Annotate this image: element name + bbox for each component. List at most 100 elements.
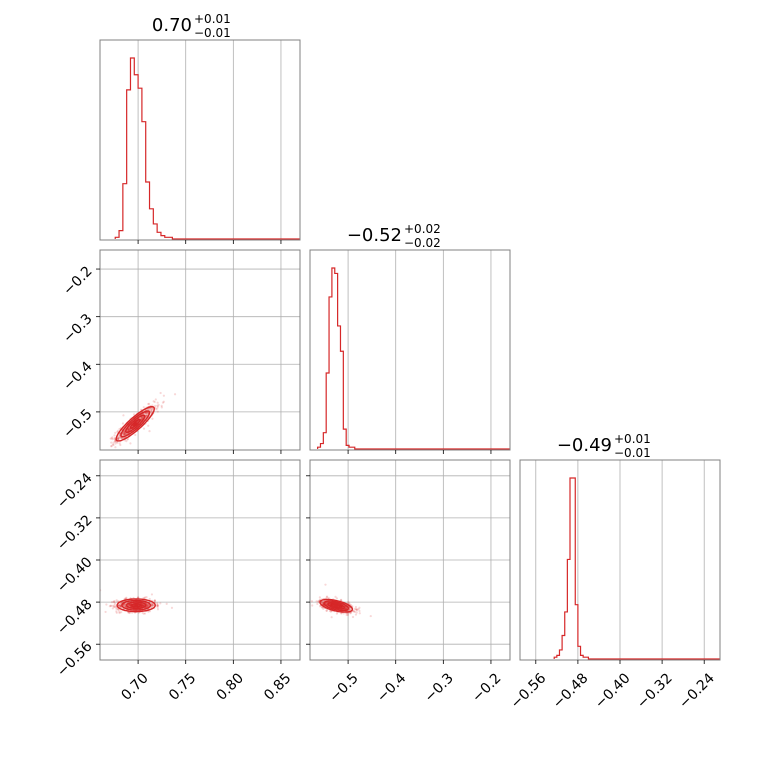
title-minus: −0.02 xyxy=(404,236,441,250)
sample-point xyxy=(147,408,150,411)
x-tick-label-2: −0.3 xyxy=(422,670,457,705)
contour-3 xyxy=(115,405,155,442)
sample-point xyxy=(96,451,98,453)
sample-point xyxy=(142,604,145,607)
sample-point xyxy=(144,412,148,415)
sample-point xyxy=(317,600,320,604)
sample-point xyxy=(340,606,344,609)
title-plus: +0.01 xyxy=(194,12,231,26)
sample-point xyxy=(355,608,358,611)
contour-1 xyxy=(327,601,345,610)
sample-point xyxy=(123,433,126,436)
sample-point xyxy=(123,433,126,436)
sample-point xyxy=(128,604,131,607)
sample-point xyxy=(151,604,154,607)
sample-point xyxy=(128,428,132,431)
sample-point xyxy=(151,604,154,607)
sample-point xyxy=(155,408,158,411)
sample-point xyxy=(114,431,117,435)
sample-point xyxy=(154,398,157,401)
sample-point xyxy=(146,603,149,607)
sample-point xyxy=(110,441,113,444)
title-median: −0.52 xyxy=(347,225,402,246)
sample-point xyxy=(118,611,121,615)
sample-point xyxy=(141,604,144,607)
sample-point xyxy=(113,599,116,603)
sample-point xyxy=(321,601,324,604)
sample-point xyxy=(358,609,361,613)
y-tick-label-4: −0.24 xyxy=(54,470,96,512)
sample-point xyxy=(146,603,149,607)
sample-point xyxy=(128,428,131,431)
sample-point xyxy=(126,437,130,441)
sample-point xyxy=(123,605,127,608)
sample-point xyxy=(114,446,117,449)
sample-point xyxy=(148,597,151,601)
sample-point xyxy=(148,407,152,410)
sample-point xyxy=(351,615,355,619)
sample-point xyxy=(140,417,143,420)
sample-point xyxy=(112,605,116,608)
sample-point xyxy=(156,606,159,609)
sample-point xyxy=(117,604,121,607)
sample-point xyxy=(354,605,357,609)
sample-point xyxy=(152,604,155,607)
sample-point xyxy=(142,406,145,409)
sample-point xyxy=(142,612,145,615)
x-tick-label-1: 0.75 xyxy=(166,670,199,703)
sample-point xyxy=(127,611,130,614)
sample-point xyxy=(127,603,131,607)
panel-content xyxy=(96,391,177,453)
sample-point xyxy=(150,603,153,607)
sample-point xyxy=(128,611,131,615)
sample-point xyxy=(121,432,125,435)
sample-point xyxy=(115,610,118,613)
sample-point xyxy=(127,428,130,431)
sample-point xyxy=(311,604,314,607)
sample-point xyxy=(149,409,152,413)
sample-point xyxy=(112,443,115,447)
sample-point xyxy=(319,605,322,608)
x-tick-label-0: −0.56 xyxy=(508,670,550,712)
outlier-point xyxy=(324,583,327,586)
sample-point xyxy=(160,404,163,407)
sample-point xyxy=(316,602,319,606)
sample-point xyxy=(146,604,149,607)
sample-point xyxy=(126,438,129,441)
center-point xyxy=(133,422,138,426)
sample-point xyxy=(118,603,121,607)
sample-point xyxy=(143,596,146,600)
sample-point xyxy=(112,601,116,604)
sample-point xyxy=(111,607,114,610)
sample-point xyxy=(153,400,156,404)
sample-point xyxy=(122,603,125,607)
sample-point xyxy=(340,605,343,608)
sample-point xyxy=(156,604,159,607)
sample-point xyxy=(119,602,122,605)
sample-point xyxy=(119,605,122,608)
sample-point xyxy=(116,430,119,433)
x-tick-label-4: −0.24 xyxy=(676,670,718,712)
sample-point xyxy=(123,597,127,600)
sample-point xyxy=(110,604,113,608)
sample-point xyxy=(116,600,119,603)
sample-point xyxy=(329,603,332,606)
sample-point xyxy=(348,606,351,609)
panel-frame xyxy=(99,249,301,451)
sample-point xyxy=(141,611,144,614)
sample-point xyxy=(339,612,343,615)
x-tick-label-0: 0.70 xyxy=(118,670,151,703)
outlier-point xyxy=(151,603,154,607)
sample-point xyxy=(110,445,113,448)
sample-point xyxy=(128,604,132,607)
sample-point xyxy=(141,603,144,607)
sample-point xyxy=(111,604,115,607)
sample-point xyxy=(325,609,328,612)
sample-point xyxy=(325,603,328,606)
sample-point xyxy=(132,413,136,416)
sample-point xyxy=(114,605,117,608)
title-median: −0.49 xyxy=(557,435,612,456)
contour-0 xyxy=(130,602,142,608)
sample-point xyxy=(160,406,163,409)
sample-point xyxy=(120,436,124,440)
